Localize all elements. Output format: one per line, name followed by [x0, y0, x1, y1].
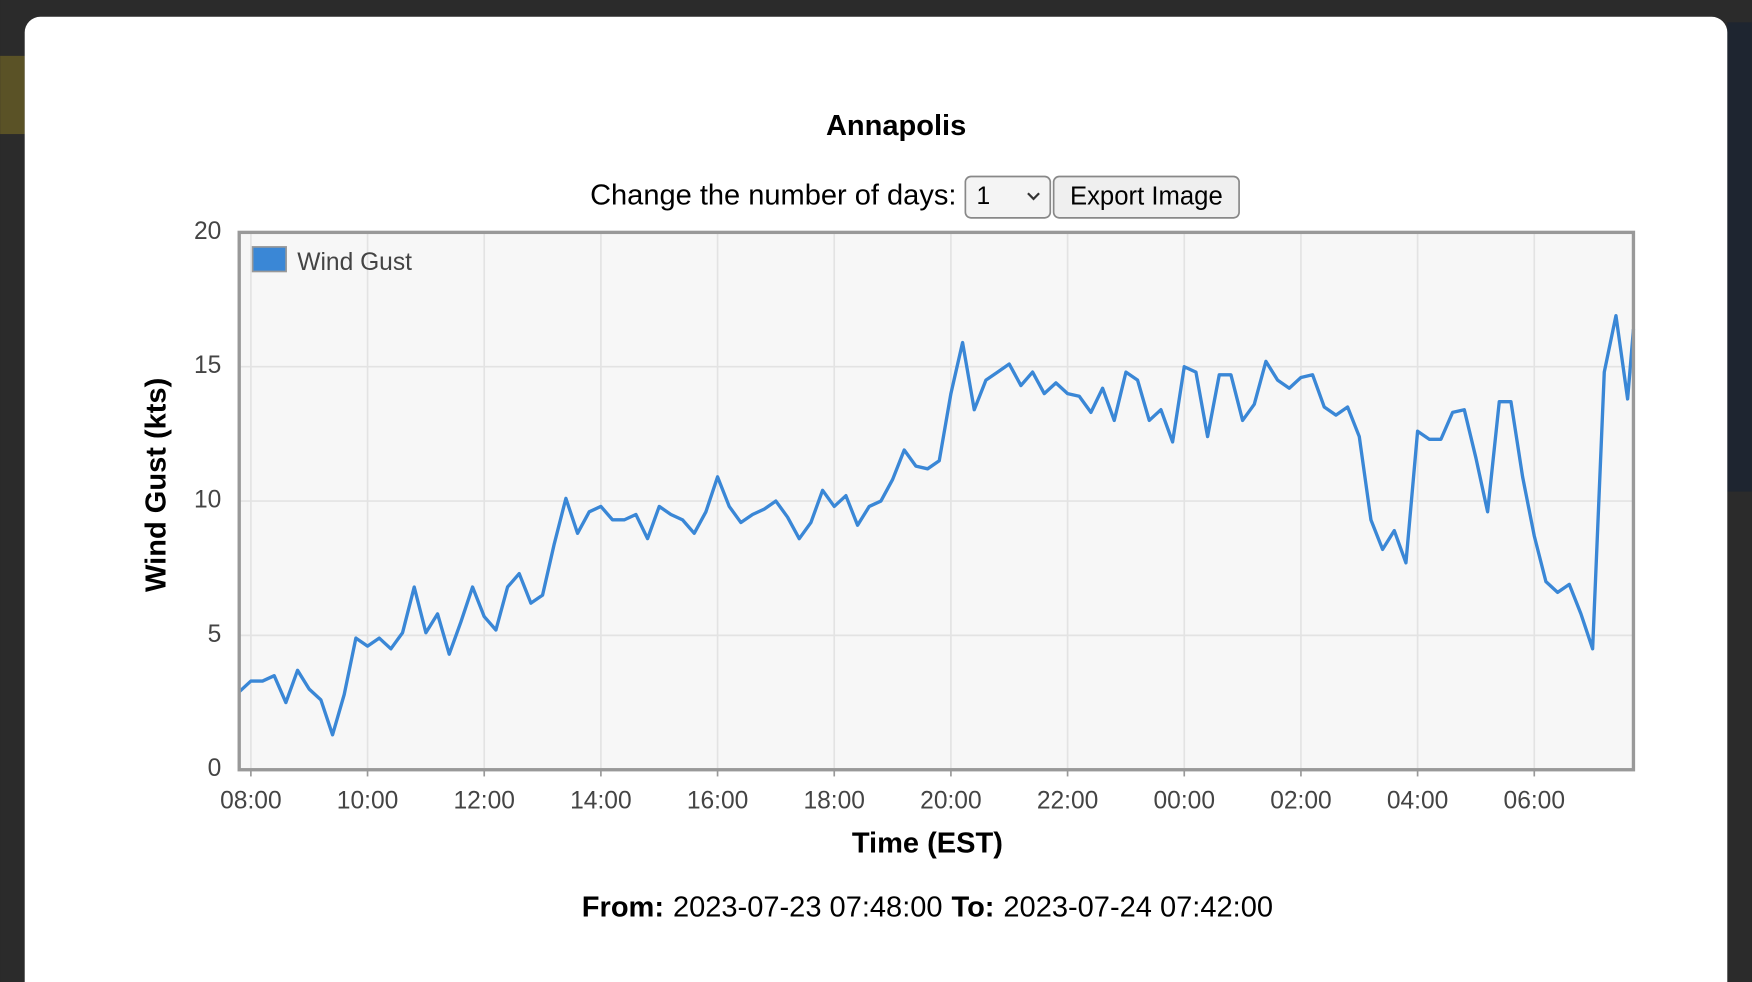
- export-button[interactable]: Export Image: [1052, 175, 1240, 219]
- from-value: 2023-07-23 07:48:00: [673, 891, 943, 923]
- plot-border: [237, 230, 1636, 772]
- x-tick-label: 12:00: [453, 788, 514, 815]
- to-label: To:: [951, 891, 994, 923]
- select-value[interactable]: 1: [977, 183, 991, 210]
- chart-title: Annapolis: [826, 110, 966, 142]
- x-tick-label: 04:00: [1387, 788, 1448, 815]
- y-tick-label: 10: [194, 487, 221, 514]
- y-axis-title: Wind Gust (kts): [140, 378, 172, 592]
- legend-label: Wind Gust: [297, 249, 412, 276]
- select-box[interactable]: [964, 175, 1052, 219]
- plot: [238, 313, 1636, 737]
- x-tick-label: 22:00: [1037, 788, 1098, 815]
- x-tick-label: 08:00: [220, 788, 281, 815]
- days-select[interactable]: 1: [964, 175, 1052, 219]
- x-tick-label: 10:00: [337, 788, 398, 815]
- days-label: Change the number of days:: [590, 179, 956, 211]
- x-tick-label: 16:00: [687, 788, 748, 815]
- x-tick-label: 00:00: [1154, 788, 1215, 815]
- x-axis-title: Time (EST): [852, 827, 1003, 859]
- button-label[interactable]: Export Image: [1070, 183, 1223, 211]
- y-tick-label: 15: [194, 352, 221, 379]
- button-box[interactable]: [1052, 175, 1240, 219]
- x-tick-label: 20:00: [920, 788, 981, 815]
- x-tick-label: 02:00: [1270, 788, 1331, 815]
- ticks: 0 5 10 15 20 08:00 10:00 12:00 14:00 16:00 18:00 20…: [194, 218, 1565, 815]
- x-tick-label: 14:00: [570, 788, 631, 815]
- data-line: [238, 313, 1636, 737]
- x-tick-label: 18:00: [804, 788, 865, 815]
- y-tick-label: 0: [208, 755, 222, 782]
- grid: [239, 231, 1634, 771]
- from-label: From:: [582, 891, 664, 923]
- x-tick-label: 06:00: [1504, 788, 1565, 815]
- legend-swatch: [251, 246, 287, 273]
- backdrop-panel: [0, 55, 25, 135]
- backdrop-panel: [1727, 22, 1752, 492]
- to-value: 2023-07-24 07:42:00: [1003, 891, 1273, 923]
- y-tick-label: 5: [208, 621, 222, 648]
- y-tick-label: 20: [194, 218, 221, 245]
- date-range: From: 2023-07-23 07:48:00 To: 2023-07-24 07…: [582, 891, 1273, 923]
- select-arrow: [1027, 192, 1040, 201]
